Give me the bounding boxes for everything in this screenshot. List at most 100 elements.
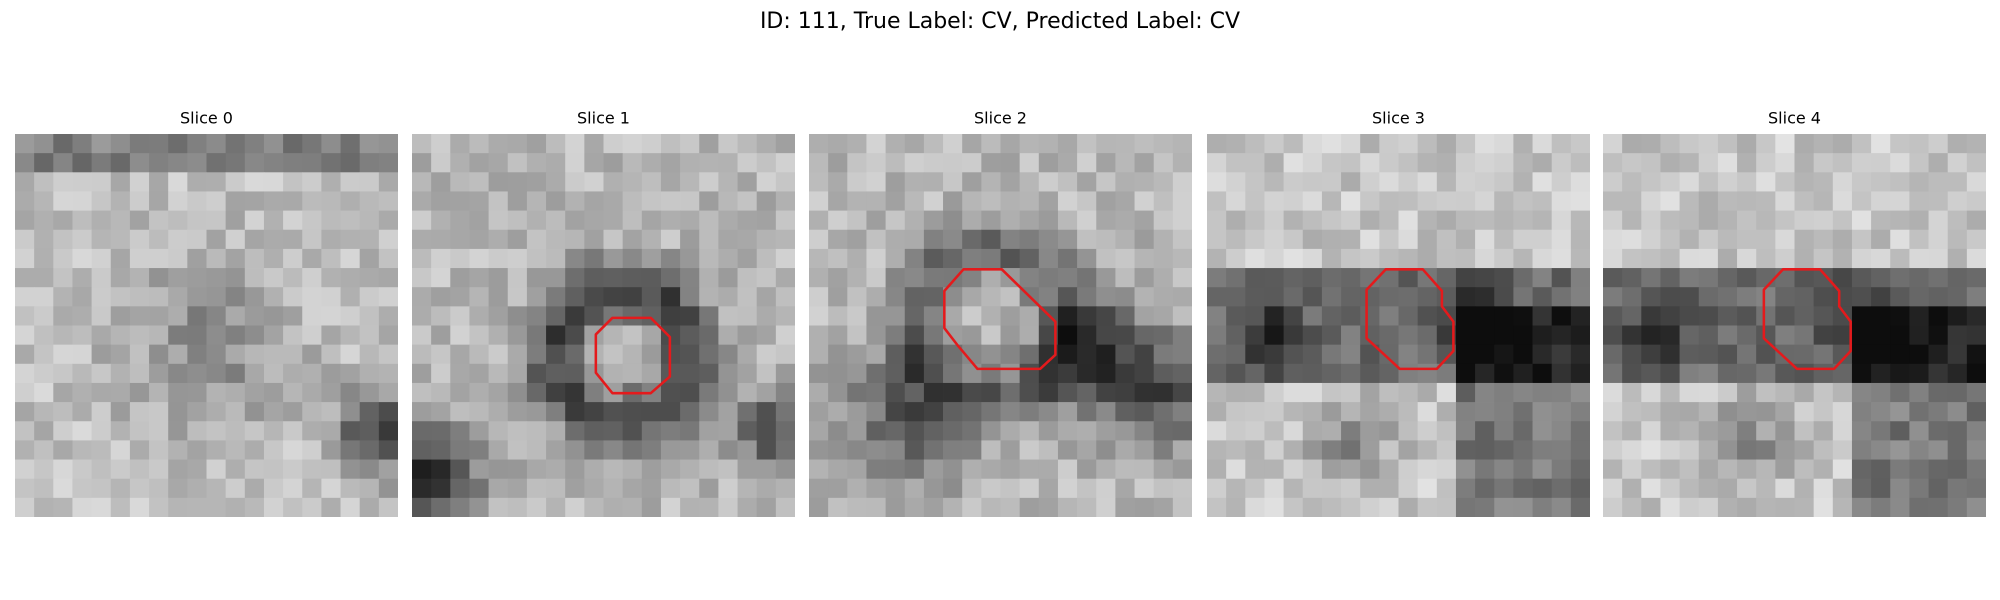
pixel <box>431 363 451 384</box>
pixel <box>1679 459 1700 480</box>
pixel <box>1622 478 1642 499</box>
pixel <box>1660 478 1680 499</box>
pixel <box>1172 478 1192 499</box>
pixel <box>72 248 92 269</box>
pixel <box>1871 382 1891 403</box>
pixel <box>1172 382 1192 403</box>
pixel <box>1475 478 1495 499</box>
pixel <box>450 363 470 384</box>
pixel <box>1813 363 1834 384</box>
pixel <box>1455 497 1476 517</box>
pixel <box>283 344 303 365</box>
pixel <box>378 497 398 517</box>
pixel <box>1360 402 1380 422</box>
pixel <box>1436 440 1457 460</box>
pixel <box>1756 268 1776 288</box>
pixel <box>91 325 112 346</box>
pixel <box>359 363 380 384</box>
pixel <box>1851 229 1872 250</box>
pixel <box>1264 229 1284 250</box>
pixel <box>507 153 528 173</box>
pixel <box>1679 134 1700 154</box>
pixel <box>507 402 528 422</box>
pixel <box>1603 268 1623 288</box>
pixel <box>1851 210 1872 231</box>
pixel <box>1077 478 1097 499</box>
pixel <box>149 459 169 480</box>
pixel <box>526 344 547 365</box>
pixel <box>1698 382 1719 403</box>
pixel <box>1153 382 1174 403</box>
pixel <box>1379 268 1399 288</box>
pixel <box>584 153 604 173</box>
pixel <box>1321 440 1342 460</box>
pixel <box>1532 287 1553 307</box>
pixel <box>923 229 944 250</box>
pixel <box>1851 134 1872 154</box>
pixel <box>1172 248 1192 269</box>
pixel <box>283 402 303 422</box>
pixel <box>1832 229 1853 250</box>
pixel <box>244 478 265 499</box>
pixel <box>904 248 925 269</box>
pixel <box>1321 363 1342 384</box>
pixel <box>450 382 470 403</box>
pixel <box>1207 134 1227 154</box>
pixel <box>1302 134 1323 154</box>
pixel <box>1947 134 1968 154</box>
pixel <box>622 421 643 441</box>
pixel <box>359 478 380 499</box>
pixel <box>981 306 1001 326</box>
pixel <box>244 268 265 288</box>
pixel <box>904 172 925 192</box>
pixel <box>321 248 341 269</box>
pixel <box>565 478 585 499</box>
pixel <box>904 344 925 365</box>
pixel <box>1698 153 1719 173</box>
pixel <box>1737 344 1757 365</box>
pixel <box>1436 248 1457 269</box>
pixel <box>1813 459 1834 480</box>
pixel <box>1832 287 1853 307</box>
pixel <box>1245 172 1265 192</box>
pixel <box>1321 287 1342 307</box>
pixel <box>809 382 829 403</box>
pixel <box>584 478 604 499</box>
pixel <box>1245 344 1265 365</box>
pixel <box>1321 459 1342 480</box>
pixel <box>1717 153 1738 173</box>
pixel <box>699 268 719 288</box>
pixel <box>1947 459 1968 480</box>
pixel <box>1207 344 1227 365</box>
pixel <box>885 325 906 346</box>
pixel <box>1115 402 1135 422</box>
pixel <box>1341 459 1361 480</box>
pixel <box>1928 325 1949 346</box>
pixel <box>321 229 341 250</box>
pixel <box>225 306 246 326</box>
pixel <box>1455 287 1476 307</box>
pixel <box>1909 248 1929 269</box>
pixel <box>1603 344 1623 365</box>
pixel <box>488 459 509 480</box>
pixel <box>1679 363 1700 384</box>
pixel <box>283 210 303 231</box>
pixel <box>1551 172 1572 192</box>
pixel <box>378 134 398 154</box>
pixel <box>1756 191 1776 211</box>
pixel <box>110 344 131 365</box>
pixel <box>1871 268 1891 288</box>
pixel <box>1928 229 1949 250</box>
pixel <box>680 287 700 307</box>
pixel <box>1832 382 1853 403</box>
pixel <box>412 440 432 460</box>
pixel <box>1321 497 1342 517</box>
pixel <box>1283 325 1304 346</box>
pixel <box>1679 287 1700 307</box>
pixel <box>584 402 604 422</box>
pixel <box>321 306 341 326</box>
pixel <box>1360 229 1380 250</box>
pixel <box>1226 325 1246 346</box>
pixel <box>1813 440 1834 460</box>
pixel <box>1551 153 1572 173</box>
